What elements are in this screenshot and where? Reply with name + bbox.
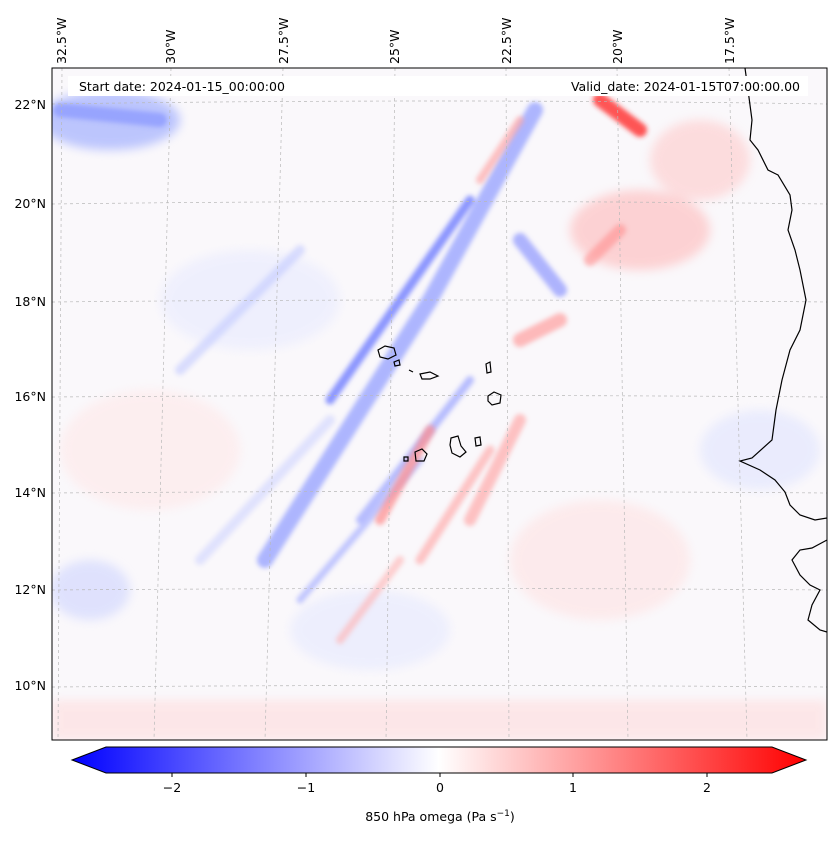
omega-streaks-negative (53, 102, 567, 604)
africa-coastline-south (791, 539, 827, 633)
colorbar-body (70, 746, 808, 774)
island-boa-vista (487, 391, 502, 406)
colorbar-tick-label: 0 (436, 780, 444, 795)
colorbar-label: 850 hPa omega (Pa s−1) (365, 809, 515, 824)
africa-coastline (738, 68, 827, 521)
start-date-label: Start date: 2024-01-15_00:00:00 (79, 79, 285, 94)
island-sao-nicolau (419, 371, 440, 380)
lon-label: 20°W (610, 29, 625, 64)
colorbar-tick-label: 2 (703, 780, 711, 795)
lat-label: 16°N (14, 389, 46, 404)
omega-field-broad (52, 90, 827, 740)
valid-date-label: Valid_date: 2024-01-15T07:00:00.00 (571, 79, 800, 94)
island-brava (403, 456, 409, 462)
island-santo-antao (377, 345, 397, 360)
longitude-labels: 32.5°W 30°W 27.5°W 25°W 22.5°W 20°W 17.5… (54, 18, 737, 64)
island-santiago (449, 435, 467, 458)
island-sao-vicente (393, 359, 401, 367)
lat-label: 18°N (14, 294, 46, 309)
lon-label: 22.5°W (499, 18, 514, 64)
colorbar-label-superscript: −1 (497, 809, 510, 819)
colorbar-tick-label: −2 (163, 780, 181, 795)
lat-label: 20°N (14, 196, 46, 211)
colorbar: −2 −1 0 1 2 850 hPa omega (Pa s−1) (70, 746, 808, 824)
omega-streaks-positive (336, 93, 647, 644)
colorbar-tick-label: −1 (297, 780, 315, 795)
lon-label: 27.5°W (276, 18, 291, 64)
colorbar-tick-label: 1 (569, 780, 577, 795)
island-maio (474, 436, 482, 447)
lat-label: 12°N (14, 582, 46, 597)
title-strip (68, 76, 808, 96)
colorbar-label-end: ) (510, 809, 515, 824)
lat-label: 22°N (14, 97, 46, 112)
cape-verde-islands (377, 345, 502, 462)
island-sal (485, 361, 492, 374)
island-rocks (408, 369, 414, 373)
island-fogo (414, 448, 428, 462)
latitude-labels: 22°N 20°N 18°N 16°N 14°N 12°N 10°N (14, 97, 46, 693)
lat-label: 14°N (14, 485, 46, 500)
lon-label: 25°W (387, 29, 402, 64)
graticule (52, 68, 827, 740)
colorbar-label-main: 850 hPa omega (Pa s (365, 809, 496, 824)
colorbar-ticks (171, 773, 708, 777)
map-frame (51, 67, 828, 741)
map-panel (52, 68, 827, 740)
lon-label: 17.5°W (722, 18, 737, 64)
lon-label: 30°W (163, 29, 178, 64)
lat-label: 10°N (14, 678, 46, 693)
lon-label: 32.5°W (54, 18, 69, 64)
